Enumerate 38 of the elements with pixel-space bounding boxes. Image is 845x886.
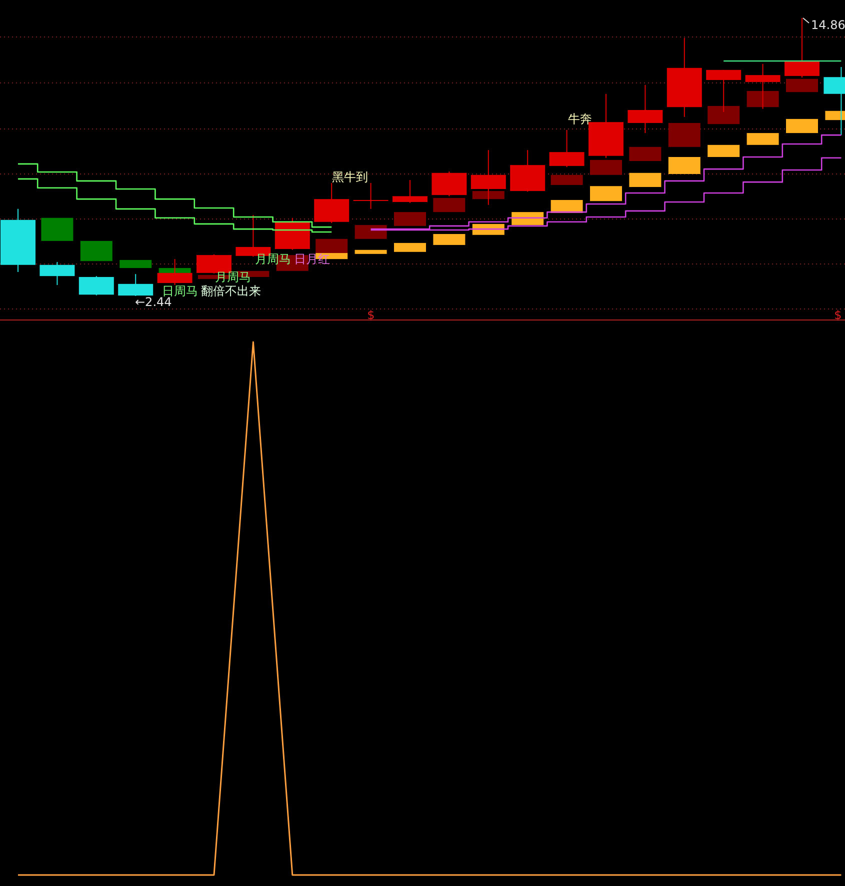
bar (433, 198, 466, 212)
annotation: 月周马 (215, 270, 251, 284)
annotation: ←2.44 (135, 295, 172, 309)
bar (354, 225, 387, 239)
text: $ (367, 308, 375, 322)
bar (550, 200, 583, 213)
bar (316, 238, 348, 254)
bar (590, 160, 622, 175)
bar (354, 250, 387, 254)
bar (629, 172, 662, 187)
bar (472, 191, 504, 200)
bar (668, 157, 700, 174)
annotation: 14.86 (811, 18, 845, 32)
annotation: 翻倍不出来 (201, 284, 261, 298)
bar (746, 90, 779, 108)
bar (394, 212, 426, 226)
annotation: 月周马 (255, 252, 291, 266)
annotation: 黑牛到 (332, 170, 368, 184)
bar (120, 260, 152, 268)
annotation: 日周马 (162, 284, 198, 298)
bar (80, 240, 112, 262)
text: $ (834, 308, 842, 322)
bar (550, 174, 583, 185)
bar (629, 146, 662, 162)
bar (786, 78, 818, 92)
bar (433, 234, 466, 245)
bar (668, 122, 700, 147)
bar (786, 118, 818, 134)
bar (708, 106, 740, 124)
bar (590, 186, 622, 202)
bar (708, 144, 740, 157)
bar (746, 133, 779, 145)
annotation: 牛奔 (568, 112, 592, 126)
candlestick (353, 182, 388, 210)
candlestick (745, 63, 780, 110)
bar (394, 242, 426, 252)
bar (41, 218, 74, 241)
bar (472, 224, 504, 235)
